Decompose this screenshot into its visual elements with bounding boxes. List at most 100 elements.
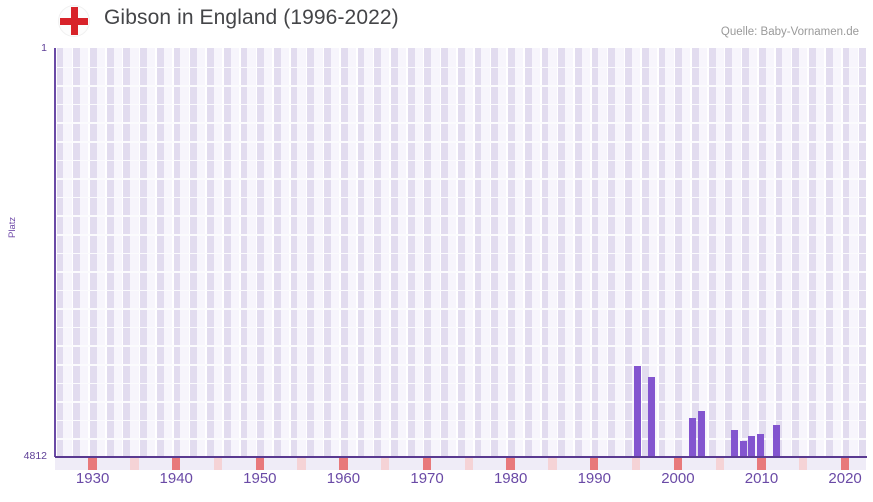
bar-2014[interactable] bbox=[740, 441, 747, 457]
year-swatch-2005 bbox=[715, 458, 724, 470]
year-swatch-1968 bbox=[406, 458, 415, 470]
year-swatch-1969 bbox=[414, 458, 423, 470]
year-swatch-1957 bbox=[314, 458, 323, 470]
year-swatch-1951 bbox=[264, 458, 273, 470]
year-swatch-1996 bbox=[640, 458, 649, 470]
year-swatch-1963 bbox=[364, 458, 373, 470]
year-swatch-1932 bbox=[105, 458, 114, 470]
year-swatch-1994 bbox=[623, 458, 632, 470]
year-swatch-2003 bbox=[698, 458, 708, 470]
year-swatch-2001 bbox=[682, 458, 691, 470]
year-swatch-1953 bbox=[280, 458, 290, 470]
x-axis-tick-2000: 2000 bbox=[661, 470, 695, 487]
year-swatch-1966 bbox=[389, 458, 398, 470]
year-swatch-2019 bbox=[832, 458, 841, 470]
year-swatch-1995 bbox=[631, 458, 641, 470]
year-swatch-2010 bbox=[757, 458, 766, 470]
x-axis-tick-1930: 1930 bbox=[75, 470, 110, 487]
year-swatch-1997 bbox=[648, 458, 657, 470]
year-swatch-1991 bbox=[598, 458, 607, 470]
year-swatch-2018 bbox=[824, 458, 833, 470]
year-swatch-1937 bbox=[146, 458, 156, 470]
year-swatch-1941 bbox=[180, 458, 189, 470]
year-swatch-1993 bbox=[615, 458, 624, 470]
bar-2008[interactable] bbox=[698, 411, 705, 457]
year-swatch-1981 bbox=[514, 458, 524, 470]
y-axis-tick-bottom: 4812 bbox=[23, 450, 47, 462]
year-swatch-1935 bbox=[130, 458, 139, 470]
year-swatch-1987 bbox=[565, 458, 574, 470]
year-swatch-1946 bbox=[222, 458, 231, 470]
year-swatch-1971 bbox=[431, 458, 440, 470]
chart-header: Gibson in England (1996-2022) Quelle: Ba… bbox=[0, 0, 873, 42]
bar-2012[interactable] bbox=[731, 430, 738, 457]
year-swatch-2016 bbox=[807, 458, 816, 470]
y-axis-tick-top: 1 bbox=[41, 42, 47, 54]
year-swatch-1950 bbox=[255, 458, 265, 470]
year-swatch-1947 bbox=[230, 458, 239, 470]
year-swatch-1948 bbox=[238, 458, 248, 470]
bar-2018[interactable] bbox=[773, 425, 780, 457]
year-swatch-1978 bbox=[489, 458, 499, 470]
bar-2007[interactable] bbox=[689, 418, 696, 457]
year-swatch-1988 bbox=[573, 458, 582, 470]
x-axis-tick-1970: 1970 bbox=[410, 470, 444, 487]
year-swatch-2013 bbox=[782, 458, 791, 470]
year-swatch-1934 bbox=[121, 458, 131, 470]
year-swatch-1954 bbox=[289, 458, 298, 470]
year-swatch-1970 bbox=[422, 458, 432, 470]
year-swatch-1989 bbox=[581, 458, 591, 470]
year-swatch-1999 bbox=[665, 458, 674, 470]
year-swatch-2011 bbox=[765, 458, 775, 470]
year-swatch-1965 bbox=[381, 458, 390, 470]
year-swatch-2008 bbox=[740, 458, 749, 470]
x-axis-ticks: 1930 1940 1950 1960 1970 1980 1990 2000 2010 2020 bbox=[0, 470, 873, 496]
year-swatch-1956 bbox=[305, 458, 315, 470]
x-axis-tick-2020: 2020 bbox=[828, 470, 862, 487]
year-swatch-1984 bbox=[539, 458, 549, 470]
year-swatch-1977 bbox=[481, 458, 490, 470]
year-swatch-1938 bbox=[155, 458, 164, 470]
year-swatch-1972 bbox=[439, 458, 448, 470]
year-swatch-2007 bbox=[732, 458, 741, 470]
year-swatch-1983 bbox=[531, 458, 540, 470]
year-swatch-1976 bbox=[473, 458, 482, 470]
x-axis-tick-1980: 1980 bbox=[493, 470, 528, 487]
x-axis-tick-1950: 1950 bbox=[243, 470, 277, 487]
page-title: Gibson in England (1996-2022) bbox=[104, 6, 399, 29]
year-swatch-1929 bbox=[80, 458, 89, 470]
year-swatch-2017 bbox=[815, 458, 825, 470]
year-swatch-2015 bbox=[799, 458, 808, 470]
bar-2015[interactable] bbox=[748, 436, 755, 457]
year-swatch-2021 bbox=[849, 458, 858, 470]
year-swatch-1998 bbox=[656, 458, 666, 470]
year-swatch-1955 bbox=[297, 458, 306, 470]
x-axis-tick-1940: 1940 bbox=[159, 470, 193, 487]
x-axis-tick-1960: 1960 bbox=[326, 470, 361, 487]
year-swatch-1944 bbox=[205, 458, 214, 470]
bar-2016[interactable] bbox=[757, 434, 764, 457]
year-swatch-1959 bbox=[330, 458, 340, 470]
england-flag-icon bbox=[58, 5, 90, 37]
year-swatch-2012 bbox=[774, 458, 783, 470]
y-axis-line bbox=[54, 48, 56, 457]
year-swatch-1958 bbox=[322, 458, 331, 470]
year-swatch-1974 bbox=[456, 458, 465, 470]
year-swatch-1975 bbox=[464, 458, 474, 470]
year-swatch-row bbox=[55, 458, 866, 470]
year-swatch-1964 bbox=[372, 458, 382, 470]
year-swatch-1949 bbox=[247, 458, 256, 470]
x-axis-tick-1990: 1990 bbox=[577, 470, 611, 487]
year-swatch-1942 bbox=[188, 458, 198, 470]
x-axis-tick-2010: 2010 bbox=[744, 470, 779, 487]
year-swatch-2009 bbox=[748, 458, 758, 470]
year-swatch-1930 bbox=[88, 458, 97, 470]
y-axis-title: Platz bbox=[7, 216, 18, 238]
year-swatch-1986 bbox=[556, 458, 565, 470]
year-swatch-1985 bbox=[548, 458, 557, 470]
bar-2002[interactable] bbox=[648, 377, 655, 457]
bar-2000[interactable] bbox=[634, 366, 641, 457]
year-swatch-1940 bbox=[172, 458, 181, 470]
year-swatch-1945 bbox=[213, 458, 223, 470]
